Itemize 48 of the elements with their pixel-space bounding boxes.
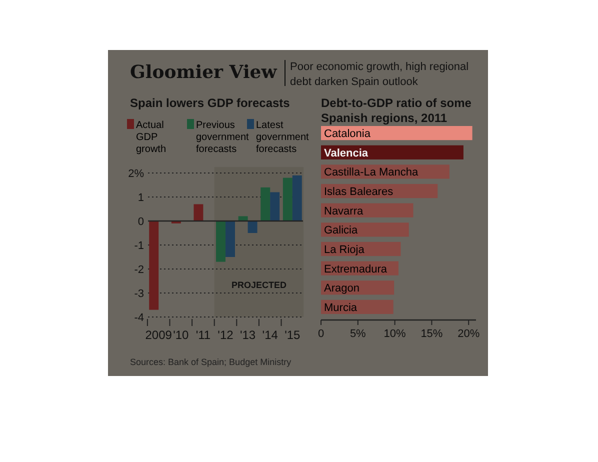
y-tick-label: Galicia (324, 224, 359, 237)
bar (238, 216, 248, 221)
y-tick-label: La Rioja (324, 244, 366, 256)
bar (226, 221, 235, 257)
x-tick-label: '10 (173, 328, 190, 342)
legend-label: Actual GDP growth (136, 120, 166, 155)
x-tick-label: '14 (262, 328, 278, 342)
y-tick-label: Navarra (324, 205, 364, 218)
x-tick-label: 5% (350, 328, 366, 340)
y-tick-label: -3 (134, 288, 144, 300)
text: Poor economic growth, high regional debt darken Spain outlook (290, 61, 469, 88)
bar (292, 175, 302, 221)
y-tick-label: Valencia (324, 147, 369, 160)
bar (149, 221, 159, 310)
x-tick-label: 15% (420, 328, 443, 340)
x-tick-label: 20% (458, 328, 480, 340)
x-tick-label: '12 (218, 328, 234, 342)
chart-title: Debt-to-GDP ratio of some Spanish regions, 2011 (321, 96, 472, 125)
y-tick-label: -1 (134, 240, 144, 252)
legend-label: Latest government forecasts (256, 120, 310, 155)
y-tick-label: Aragon (324, 282, 360, 295)
x-tick-label: 2009 (145, 328, 172, 342)
x-tick-label: 10% (384, 328, 406, 340)
bar (282, 178, 292, 221)
bar (248, 221, 258, 233)
y-tick-label: 2% (128, 168, 144, 180)
text: Gloomier View (130, 62, 278, 83)
legend-label: Previous government forecasts (196, 120, 250, 155)
y-tick-label: -2 (134, 264, 144, 276)
y-tick-label: Catalonia (324, 128, 372, 140)
chart-title: Spain lowers GDP forecasts (130, 96, 290, 110)
y-tick-label: Murcia (324, 302, 358, 314)
y-tick-label: 1 (138, 192, 144, 204)
bar (321, 126, 472, 140)
band-label: PROJECTED (231, 280, 287, 290)
y-tick-label: Islas Baleares (324, 186, 394, 198)
y-tick-label: Extremadura (324, 263, 388, 276)
bar (270, 192, 280, 221)
x-tick-label: '13 (240, 328, 256, 342)
y-tick-label: -4 (134, 312, 144, 324)
x-tick-label: '11 (196, 328, 211, 342)
y-tick-label: Castilla-La Mancha (324, 166, 420, 179)
source-note: Sources: Bank of Spain; Budget Ministry (130, 357, 292, 367)
bar (194, 204, 204, 221)
bar (216, 221, 226, 262)
x-tick-label: '15 (284, 328, 301, 342)
y-tick-label: 0 (138, 216, 144, 228)
bar (260, 187, 270, 221)
